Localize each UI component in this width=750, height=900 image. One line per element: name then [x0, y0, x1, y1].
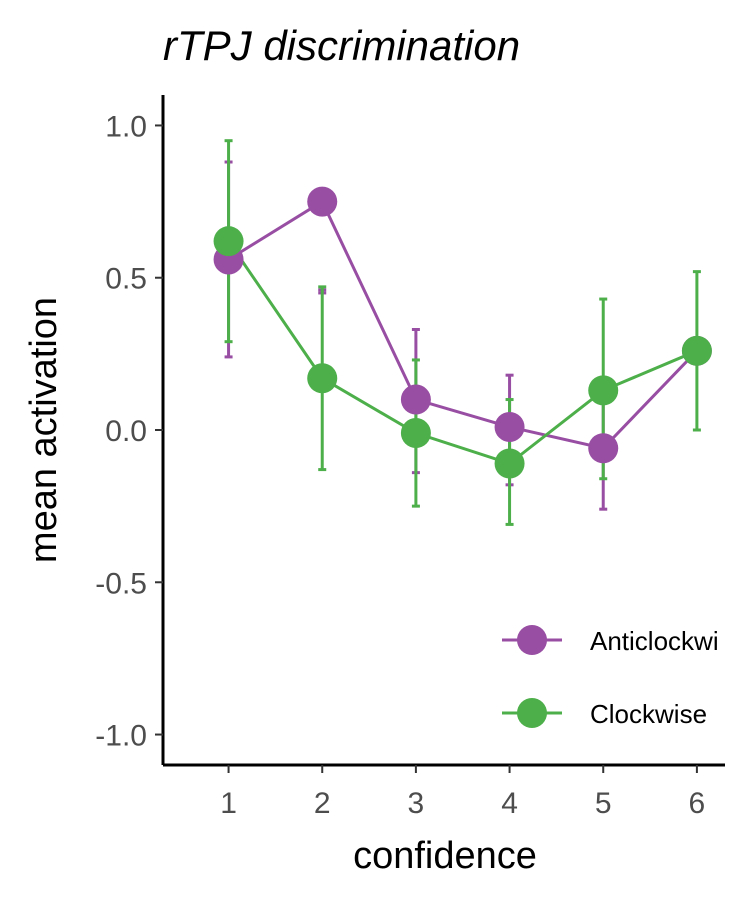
y-tick-label: 0.0 — [105, 415, 147, 448]
x-tick-label: 3 — [408, 787, 425, 820]
data-point — [400, 418, 431, 449]
plot-area: -1.0 -0.5 0.0 0.5 1.0 1 2 3 4 5 6 — [95, 95, 725, 820]
legend-marker — [517, 625, 547, 655]
data-point — [681, 335, 712, 366]
y-tick-label: 0.5 — [105, 263, 147, 296]
data-point — [588, 433, 619, 464]
y-tick-label: -0.5 — [95, 567, 147, 600]
y-tick-label: -1.0 — [95, 720, 147, 753]
data-point — [400, 384, 431, 415]
x-tick-label: 6 — [689, 787, 706, 820]
legend: Anticlockwi Clockwise — [502, 625, 719, 729]
data-point — [588, 375, 619, 406]
y-axis-title: mean activation — [23, 297, 65, 563]
data-point — [213, 226, 244, 257]
chart-title: rTPJ discrimination — [163, 22, 520, 69]
data-point — [307, 186, 338, 217]
x-tick-label: 4 — [501, 787, 518, 820]
y-tick-label: 1.0 — [105, 110, 147, 143]
series-line — [227, 199, 698, 450]
x-tick-label: 5 — [595, 787, 612, 820]
data-point — [494, 411, 525, 442]
series-line — [227, 240, 698, 466]
x-tick-label: 1 — [220, 787, 237, 820]
legend-label: Clockwise — [590, 699, 707, 729]
legend-label: Anticlockwi — [590, 626, 719, 656]
x-tick-label: 2 — [314, 787, 331, 820]
data-point — [307, 363, 338, 394]
x-axis-title: confidence — [353, 835, 537, 877]
data-point — [494, 448, 525, 479]
legend-marker — [517, 698, 547, 728]
